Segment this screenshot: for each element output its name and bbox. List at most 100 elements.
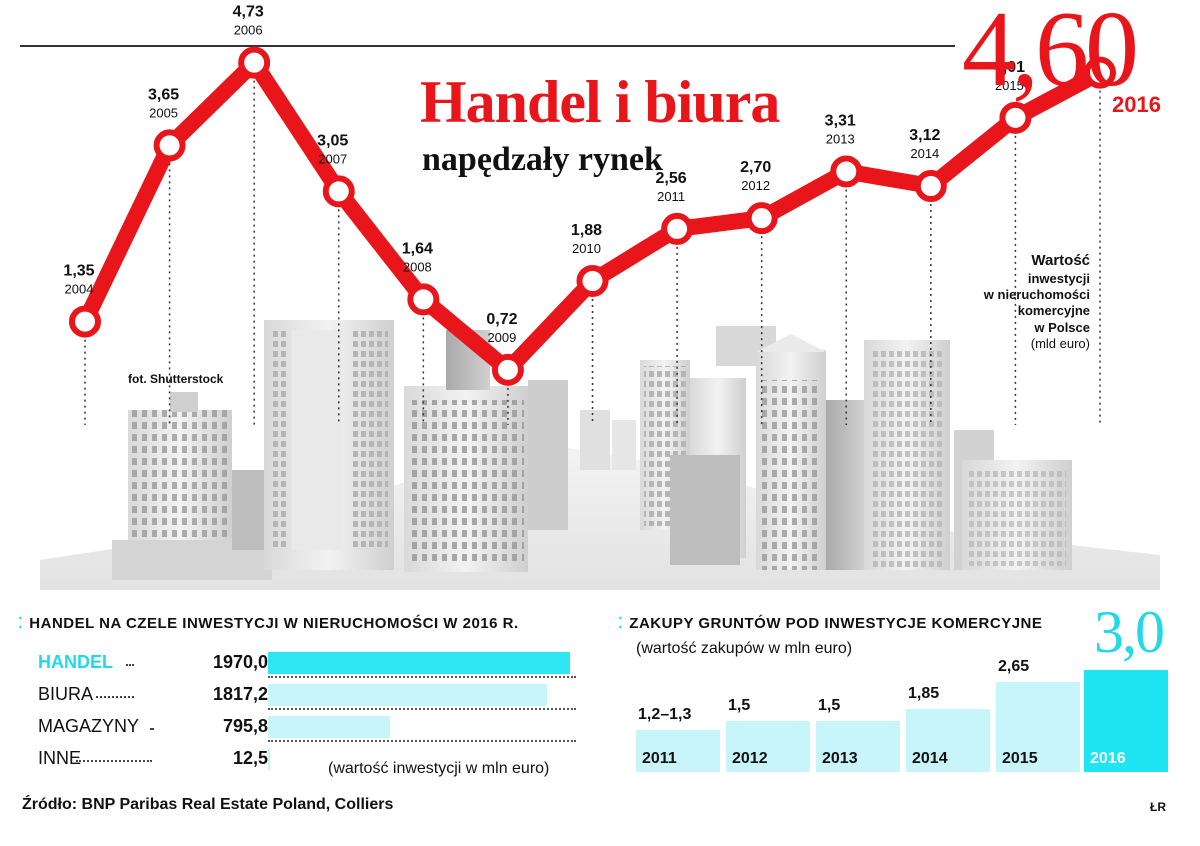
- vbar-year: 2011: [642, 750, 677, 767]
- data-point: [745, 202, 778, 235]
- vbar: [996, 681, 1080, 772]
- vbar-year: 2016: [1090, 750, 1126, 767]
- purchase-subtitle: (wartość zakupów w mln euro): [636, 640, 853, 657]
- hbar-category: BIURA: [38, 683, 94, 704]
- data-point: [69, 305, 101, 338]
- vbar-value: 3,0: [1094, 599, 1165, 665]
- vbar: [816, 721, 900, 772]
- data-point: [830, 155, 863, 188]
- x-tick-label: 2012: [741, 178, 770, 193]
- data-label: 1,35: [63, 263, 94, 280]
- data-label: 4,01: [994, 59, 1025, 76]
- line-note-line: Wartość: [1031, 252, 1090, 269]
- data-label: 2,70: [740, 159, 771, 176]
- vbar-year: 2012: [732, 750, 768, 767]
- vbar-value: 1,2–1,3: [638, 705, 692, 723]
- data-point: [914, 170, 947, 203]
- hbar-baseline: [268, 708, 576, 710]
- data-label: 3,31: [825, 112, 856, 129]
- highlight-value: 4,60: [962, 0, 1139, 109]
- data-point: [322, 175, 355, 208]
- hbar-note: (wartość inwestycji w mln euro): [328, 760, 550, 777]
- photo-credit: fot. Shutterstock: [128, 372, 224, 386]
- line-note: Wartość inwestycji w nieruchomości komer…: [920, 252, 1090, 352]
- data-point: [407, 283, 440, 316]
- x-tick-label: 2008: [403, 259, 432, 274]
- x-tick-label: 2009: [487, 330, 516, 345]
- data-point: [661, 212, 694, 245]
- section-title-grunty: ⁚ Zakupy gruntów pod inwestycje komercyjn…: [618, 614, 1042, 632]
- x-tick-label: 2011: [657, 189, 685, 204]
- section-title-text: Handel na czele inwestycji w nieruchomoś…: [29, 615, 519, 632]
- hbar-value: 12,5: [232, 747, 268, 768]
- hbar-row: BIURA 1817,2: [38, 682, 268, 706]
- x-tick-label: 2014: [910, 146, 939, 161]
- hbar: [268, 716, 390, 738]
- line-note-line: (mld euro): [1030, 335, 1090, 351]
- hbar-value: 795,8: [222, 715, 268, 736]
- hbar-baseline: [268, 676, 576, 678]
- x-tick-label: 2015: [995, 78, 1024, 93]
- hbar-leader: [96, 696, 134, 698]
- vbar: [636, 729, 720, 772]
- data-label: 3,05: [317, 132, 348, 149]
- x-tick-label: 2006: [234, 23, 263, 38]
- data-point: [1084, 56, 1116, 89]
- hbar-value: 1817,2: [212, 683, 268, 704]
- line-note-line: w Polsce: [1034, 319, 1090, 335]
- data-point: [999, 101, 1032, 134]
- data-label: 3,65: [148, 86, 179, 103]
- hbar-category: HANDEL: [38, 651, 113, 672]
- x-tick-label: 2010: [572, 241, 601, 256]
- vbar-value: 1,5: [818, 697, 841, 714]
- vbar: [726, 721, 810, 772]
- x-tick-label: 2007: [318, 151, 347, 166]
- city-illustration: [40, 320, 1160, 590]
- hbar-row: MAGAZYNY 795,8: [38, 714, 268, 738]
- x-tick-label: 2005: [149, 105, 178, 120]
- data-label: 1,88: [571, 222, 602, 239]
- line-note-line: komercyjne: [1017, 303, 1090, 319]
- hbar-leader: [126, 664, 134, 666]
- data-label: 3,12: [909, 127, 940, 144]
- line-note-line: inwestycji: [1027, 270, 1090, 286]
- vbar-year: 2014: [912, 750, 948, 767]
- data-point: [153, 129, 186, 162]
- hbar-value: 1970,0: [212, 651, 268, 672]
- vbar-year: 2015: [1002, 750, 1038, 767]
- hbar: [268, 684, 547, 706]
- section-marker-icon: ⁚: [618, 615, 624, 632]
- highlight-year: 2016: [1112, 92, 1161, 117]
- hbar-category: MAGAZYNY: [38, 715, 140, 736]
- hbar: [268, 748, 270, 770]
- page-subtitle: napędzały rynek: [422, 141, 663, 178]
- data-label: 2,56: [656, 170, 687, 187]
- section-title-text: Zakupy gruntów pod inwestycje komercyjne: [629, 615, 1043, 632]
- data-point: [238, 46, 271, 79]
- hbar-leader: [76, 760, 152, 762]
- vbar-value: 1,5: [728, 697, 751, 714]
- author-mark: ŁR: [1150, 800, 1166, 814]
- section-title-handel: ⁚ Handel na czele inwestycji w nieruchomo…: [18, 614, 519, 632]
- hbar-category: INNE: [38, 747, 82, 768]
- hbar: [268, 652, 570, 674]
- data-point: [576, 264, 609, 297]
- vbar-year: 2013: [822, 750, 858, 767]
- source-note: Źródło: BNP Paribas Real Estate Poland, …: [22, 796, 394, 813]
- data-label: 0,72: [486, 311, 517, 328]
- investment-line-chart: 1,35 2004 3,65 2005 4,73 2006 3,05 2007 1,64 2008…: [63, 4, 1116, 425]
- section-marker-icon: ⁚: [18, 615, 24, 632]
- x-tick-label: 2004: [65, 282, 94, 297]
- data-point: [491, 353, 524, 386]
- x-tick-label: 2013: [826, 131, 855, 146]
- hbar-row: INNE 12,5: [38, 746, 268, 770]
- hbar-baseline: [268, 740, 576, 742]
- hbar-leader: [150, 728, 154, 730]
- line-note-line: w nieruchomości: [983, 287, 1090, 302]
- vbar-value: 2,65: [998, 657, 1030, 675]
- data-label: 1,64: [402, 240, 433, 257]
- vbar: [906, 709, 990, 772]
- vbar: [1084, 670, 1168, 772]
- hbar-row: HANDEL 1970,0: [38, 650, 268, 674]
